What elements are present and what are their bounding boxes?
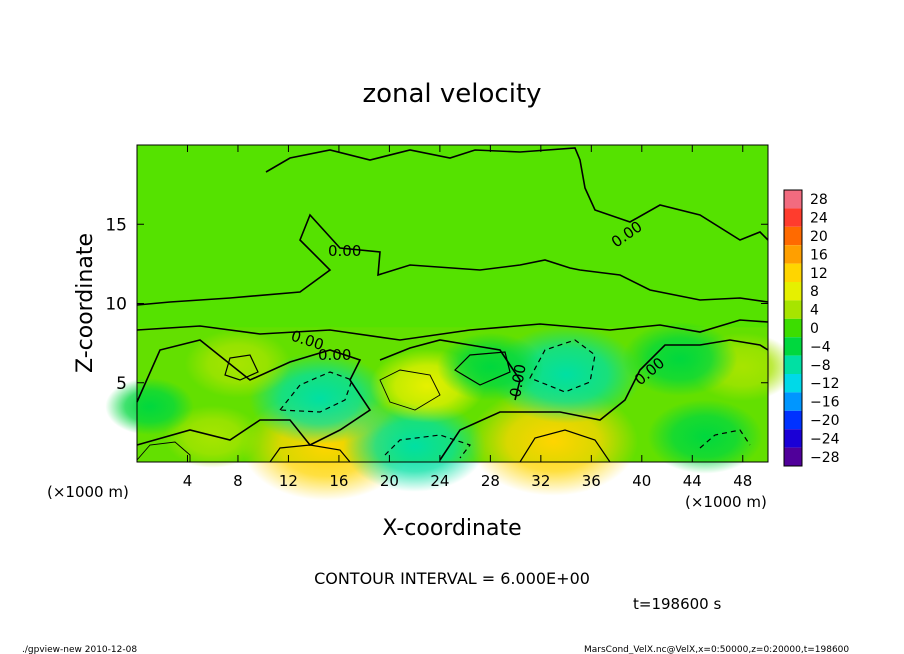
colorbar-label: 8 [810,284,819,300]
x-tick-label: 24 [430,472,449,490]
x-tick-label: 48 [733,472,752,490]
y-axis-label: Z-coordinate [73,233,98,373]
colorbar-label: −8 [810,358,831,374]
colorbar-label: 0 [810,321,819,337]
colorbar-swatch [784,429,802,448]
plot-area: 0.00 0.00 0.00 0.00 0.00 0.00 4 8 12 16 20 24… [105,144,796,501]
colorbar-swatch [784,190,802,209]
colorbar-label: 24 [810,211,828,227]
contour-zero-lower [136,319,769,341]
velocity-field [105,321,796,501]
velocity-cell [621,321,738,397]
contour-neg-dashed-1 [278,371,353,413]
velocity-cell [647,399,763,474]
colorbar-swatch [784,263,802,282]
contour-lines [136,147,769,463]
velocity-cell [105,378,194,435]
x-tick-label: 28 [481,472,500,490]
contour-thin-1 [379,369,441,411]
contour-pos-4 [519,429,611,463]
contour-interval: CONTOUR INTERVAL = 6.000E+00 [314,569,590,588]
y-tick-label: 15 [105,215,127,235]
colorbar-swatch [784,226,802,246]
colorbar-label: 20 [810,229,828,245]
colorbar-swatch [784,245,802,264]
contour-label-1: 0.00 [328,242,361,260]
colorbar-label: 12 [810,266,828,282]
time-label: t=198600 s [633,595,721,613]
x-tick-label: 40 [632,472,651,490]
colorbar-swatch [784,282,802,301]
x-tick-label: 16 [329,472,348,490]
contour-pos-2 [454,351,511,386]
velocity-cell [437,332,544,402]
colorbar-label: 28 [810,192,828,208]
colorbar-swatch [784,410,802,430]
x-tick-label: 12 [279,472,298,490]
y-tick-label: 5 [116,374,127,394]
contour-zero-waves [136,339,372,447]
contour-label-5: 0.00 [506,363,530,399]
colorbar-label: −24 [810,431,840,447]
contour-thin-2 [136,441,191,462]
velocity-cell [164,405,262,468]
x-axis-ticks: 4 8 12 16 20 24 28 32 36 40 44 48 [183,145,752,490]
colorbar-label: −20 [810,413,840,429]
colorbar-swatch [784,208,802,227]
colorbar: 28 24 20 16 12 8 4 0 −4 −8 −12 −16 −20 −24 −28 [783,189,840,467]
velocity-cell [184,329,292,398]
x-tick-label: 8 [233,472,243,490]
footer-left: ./gpview-new 2010-12-08 [22,645,137,654]
contour-zero-center [379,339,521,401]
colorbar-swatch [784,447,802,466]
y-axis-ticks: 5 10 15 [105,215,768,394]
y-axis-unit: (×1000 m) [47,483,129,501]
x-tick-label: 36 [582,472,601,490]
contour-pos-3 [269,444,351,463]
colorbar-label: −16 [810,395,840,411]
contour-neg-dashed-2 [529,339,596,393]
contour-label-2: 0.00 [318,346,351,364]
colorbar-swatch [784,392,802,411]
colorbar-swatch [784,318,802,338]
colorbar-swatch [784,337,802,356]
colorbar-label: 4 [810,303,819,319]
colorbar-label: −4 [810,339,831,355]
colorbar-swatch [784,374,802,393]
colorbar-label: −28 [810,450,840,466]
contour-neg-dashed-4 [699,429,751,449]
contour-zero-right [439,339,769,461]
colorbar-frame [783,189,803,467]
contour-zero-upper [265,147,769,241]
footer-right: MarsCond_VelX.nc@VelX,x=0:50000,z=0:2000… [584,645,849,654]
colorbar-label: −12 [810,376,840,392]
x-tick-label: 44 [683,472,702,490]
x-tick-label: 32 [531,472,550,490]
colorbar-swatch [784,300,802,319]
colorbar-label: 16 [810,247,828,263]
x-axis-unit: (×1000 m) [685,493,767,511]
colorbar-swatch [784,355,802,374]
chart-title: zonal velocity [362,79,541,109]
y-tick-label: 10 [105,295,127,315]
x-axis-label: X-coordinate [382,516,521,541]
x-tick-label: 20 [380,472,399,490]
contour-zero-mid [136,213,769,306]
contour-pos-1 [224,354,259,381]
x-tick-label: 4 [183,472,193,490]
